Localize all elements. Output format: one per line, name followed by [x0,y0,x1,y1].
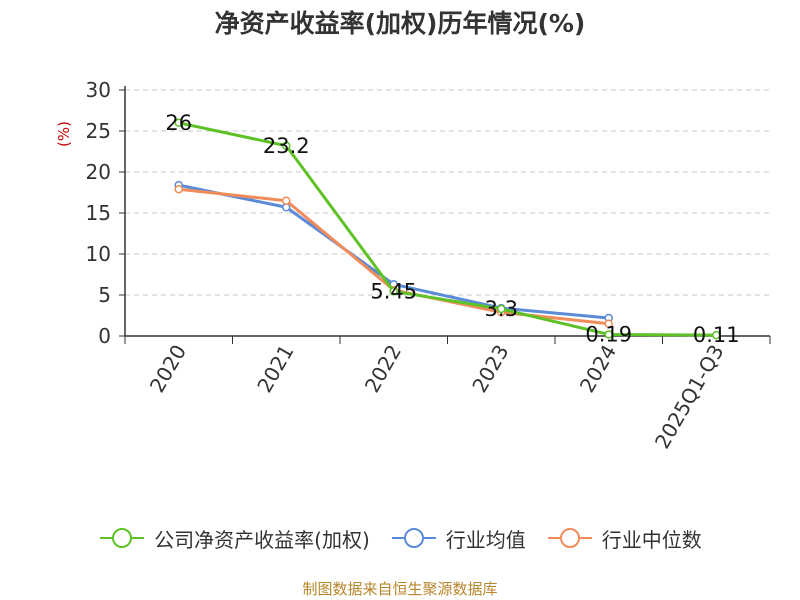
x-tick-label-2: 2022 [360,341,406,397]
y-tick-label-0: 0 [98,324,111,348]
y-tick-label-15: 15 [86,201,111,225]
legend-marker-industry-median [547,528,592,548]
legend-marker-company [100,528,145,548]
x-tick-label-3: 2023 [467,341,513,397]
point-2-4 [604,319,613,328]
point-0-4 [604,330,613,339]
x-tick-label-1: 2021 [252,341,298,397]
legend-marker-industry-average [391,528,436,548]
legend-label-industry-average: 行业均值 [445,527,526,552]
point-2-1 [282,196,291,205]
y-tick-label-10: 10 [86,242,111,266]
data-label-2: 5.45 [370,279,417,303]
y-tick-label-25: 25 [86,119,111,143]
legend-label-industry-median: 行业中位数 [601,527,702,552]
data-label-5: 0.11 [693,323,740,347]
point-0-1 [282,141,291,151]
legend-label-company: 公司净资产收益率(加权) [154,527,370,552]
y-tick-label-30: 30 [86,78,111,102]
point-0-5 [712,330,721,340]
y-tick-label-20: 20 [86,160,111,184]
series-line-0 [178,121,717,337]
line-chart: 0 5 10 15 20 25 30 2020 2021 2022 2023 2024 2025Q1-Q… [86,78,771,453]
data-label-1: 23.2 [263,134,310,158]
data-source-note: 制图数据来自恒生聚源数据库 [302,580,498,598]
y-tick-label-5: 5 [98,283,111,307]
data-label-4: 0.19 [585,322,632,346]
point-0-3 [497,304,506,314]
point-0-2 [389,287,398,296]
legend-item-industry-median[interactable]: 行业中位数 [546,524,702,553]
legend: 公司净资产收益率(加权) 行业均值 行业中位数 [0,520,800,556]
legend-item-company[interactable]: 公司净资产收益率(加权) [98,524,370,553]
series-line-2 [178,187,609,326]
chart-title: 净资产收益率(加权)历年情况(%) [214,9,586,38]
point-0-0 [174,118,183,128]
x-tick-label-4: 2024 [575,341,621,397]
x-tick-label-0: 2020 [145,341,191,397]
data-label-0: 26 [165,111,192,135]
data-label-3: 3.3 [485,297,518,321]
legend-item-industry-average[interactable]: 行业均值 [390,524,526,553]
x-tick-label-5: 2025Q1-Q3 [650,341,729,453]
point-2-0 [174,184,183,194]
